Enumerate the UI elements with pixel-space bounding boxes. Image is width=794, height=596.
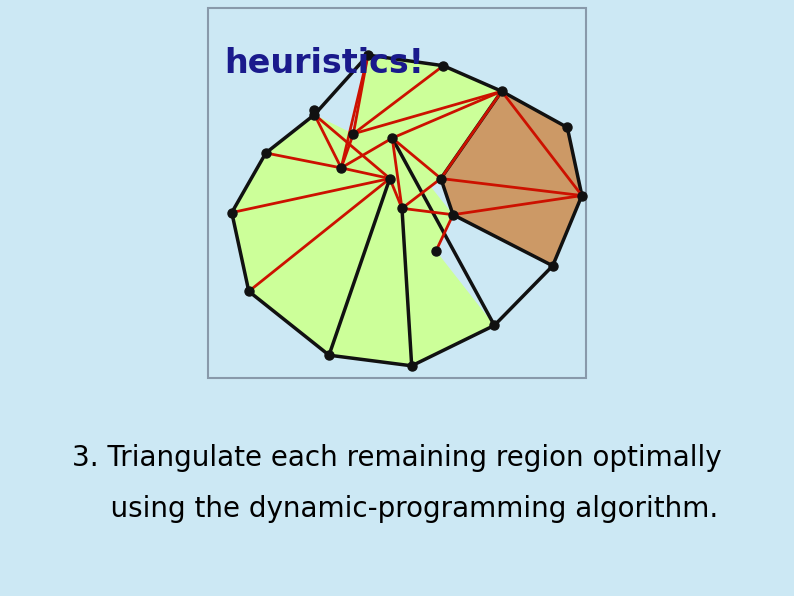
Text: using the dynamic-programming algorithm.: using the dynamic-programming algorithm.	[75, 495, 719, 523]
Text: 3. Triangulate each remaining region optimally: 3. Triangulate each remaining region opt…	[72, 444, 722, 472]
Polygon shape	[441, 91, 582, 266]
Polygon shape	[232, 55, 502, 366]
Text: heuristics!: heuristics!	[224, 47, 424, 80]
